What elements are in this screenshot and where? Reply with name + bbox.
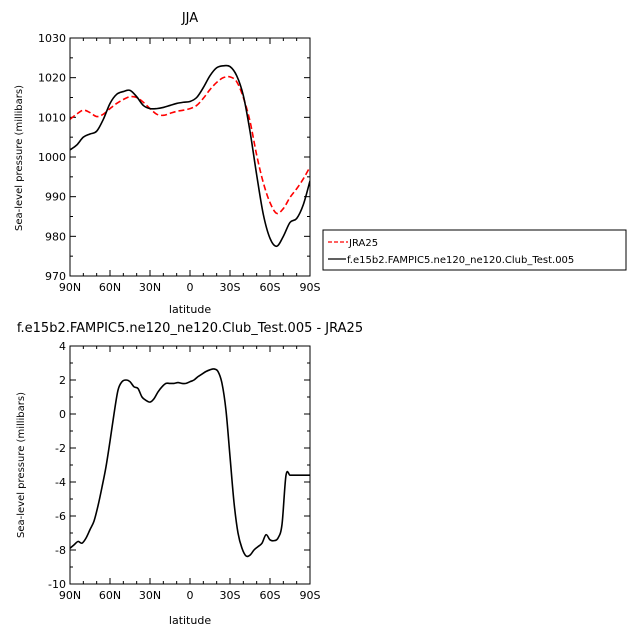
top-chart-title: JJA (181, 11, 198, 26)
bottom-chart-ticks: -10 -8 -6 -4 -2 0 2 4 90N 60N 30N 0 30S 60S 90S (48, 340, 320, 602)
x-tick-label: 90N (59, 589, 81, 602)
y-tick-label: 980 (45, 230, 66, 243)
x-tick-label: 90S (300, 589, 321, 602)
x-tick-label: 60S (260, 281, 281, 294)
bottom-chart: f.e15b2.FAMPIC5.ne120_ne120.Club_Test.00… (16, 321, 363, 627)
x-tick-label: 60N (99, 589, 121, 602)
x-tick-label: 90S (300, 281, 321, 294)
top-chart-plot-frame (69, 37, 311, 277)
top-chart-ylabel: Sea-level pressure (millibars) (14, 85, 25, 231)
y-tick-label: -10 (48, 578, 66, 591)
bottom-chart-plot-frame (69, 345, 311, 585)
series-line-0 (70, 75, 310, 215)
series-line-0 (70, 368, 310, 558)
y-tick-label: -6 (55, 510, 66, 523)
bottom-chart-xlabel: latitude (169, 614, 211, 627)
y-tick-label: 970 (45, 270, 66, 283)
top-chart-legend: JRA25 f.e15b2.FAMPIC5.ne120_ne120.Club_T… (322, 229, 627, 271)
x-tick-label: 30S (220, 589, 241, 602)
x-tick-label: 90N (59, 281, 81, 294)
legend-label-jra25: JRA25 (348, 238, 378, 249)
legend-label-model: f.e15b2.FAMPIC5.ne120_ne120.Club_Test.00… (347, 255, 574, 266)
bottom-chart-title: f.e15b2.FAMPIC5.ne120_ne120.Club_Test.00… (17, 321, 363, 336)
y-tick-label: 2 (59, 374, 66, 387)
y-tick-label: -8 (55, 544, 66, 557)
top-chart: JJA Sea-level pressure (millibars) latit… (14, 11, 627, 316)
y-tick-label: 990 (45, 191, 66, 204)
y-tick-label: 4 (59, 340, 66, 353)
legend-box (322, 229, 627, 271)
y-tick-label: 1000 (38, 151, 66, 164)
x-tick-label: 30S (220, 281, 241, 294)
x-tick-label: 60S (260, 589, 281, 602)
y-tick-label: 1010 (38, 111, 66, 124)
bottom-chart-ylabel: Sea-level pressure (millibars) (16, 392, 27, 538)
top-chart-xlabel: latitude (169, 303, 211, 316)
x-tick-label: 60N (99, 281, 121, 294)
y-tick-label: -2 (55, 442, 66, 455)
y-tick-label: -4 (55, 476, 66, 489)
x-tick-label: 0 (187, 281, 194, 294)
series-line-1 (70, 64, 310, 248)
x-tick-label: 0 (187, 589, 194, 602)
top-chart-ticks: 970 980 990 1000 1010 1020 1030 90N 60N 30N 0 30S 60… (38, 32, 321, 294)
x-tick-label: 30N (139, 281, 161, 294)
bottom-chart-series (70, 368, 310, 558)
y-tick-label: 1030 (38, 32, 66, 45)
y-tick-label: 1020 (38, 72, 66, 85)
top-chart-series (70, 64, 310, 248)
x-tick-label: 30N (139, 589, 161, 602)
y-tick-label: 0 (59, 408, 66, 421)
